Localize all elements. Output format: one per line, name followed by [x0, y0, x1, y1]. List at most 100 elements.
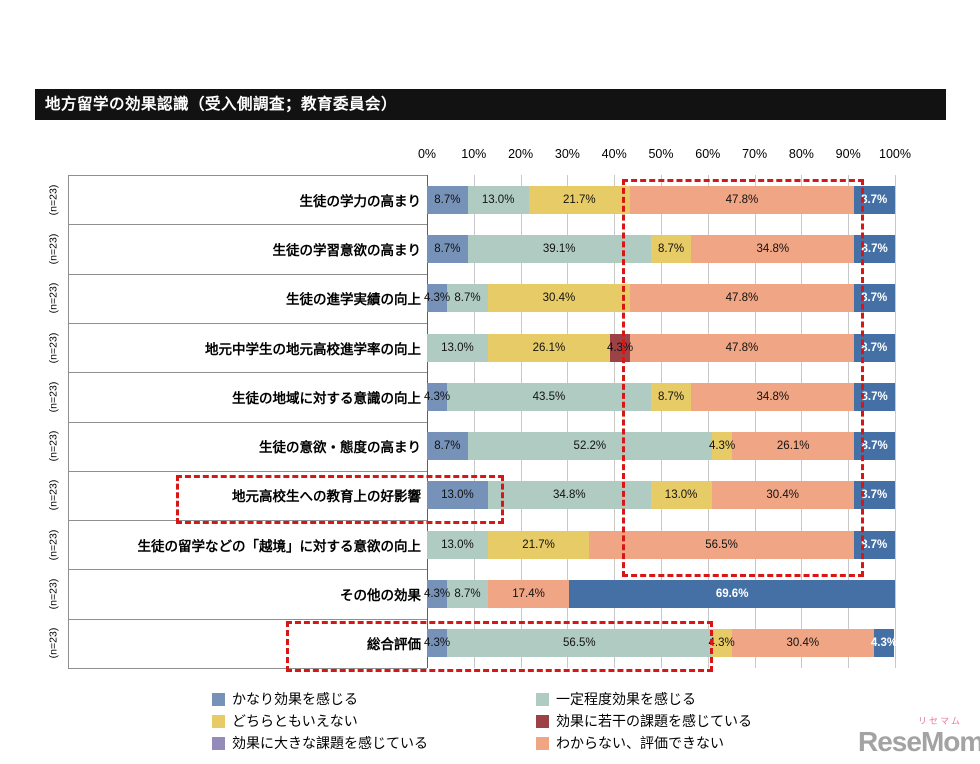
segment-value-label: 47.8%: [725, 341, 759, 354]
chart-title: 地方留学の効果認識（受入側調査；教育委員会）: [35, 89, 946, 120]
bar-row: 13.0% 26.1% 4.3% 47.8% 8.7%: [427, 333, 895, 362]
bar-segment-darkblue: [853, 284, 895, 313]
row-separator: [68, 372, 427, 374]
bar-segment-blue: [427, 629, 448, 658]
sample-size-label: (n=23): [47, 529, 59, 561]
bar-segment-salmon: [732, 432, 855, 461]
row-separator: [68, 520, 427, 522]
segment-value-label: 17.4%: [512, 588, 545, 601]
sample-size-label: (n=23): [47, 282, 59, 314]
legend-swatch-teal: [536, 692, 549, 706]
segment-value-label: 26.1%: [776, 440, 810, 453]
bar-segment-yellow: [487, 530, 590, 559]
legend-item: どちらともいえない: [212, 711, 358, 731]
row-separator: [68, 569, 427, 571]
bar-segment-teal: [427, 333, 488, 362]
legend-item: かなり効果を感じる: [212, 689, 358, 709]
bar-row: 8.7% 52.2% 4.3% 26.1% 8.7%: [427, 432, 895, 461]
bar-row: 13.0% 34.8% 13.0% 30.4% 8.7%: [427, 481, 895, 510]
bar-segment-salmon: [731, 629, 874, 658]
segment-value-label: 69.6%: [715, 588, 749, 601]
segment-value-label: 13.0%: [481, 193, 515, 206]
segment-value-label: 26.1%: [532, 341, 566, 354]
segment-value-label: 13.0%: [664, 489, 698, 502]
legend-swatch-blue: [212, 692, 225, 706]
bar-segment-blue: [427, 234, 468, 263]
segment-value-label: 43.5%: [532, 390, 566, 403]
bar-segment-blue: [427, 580, 448, 609]
bar-segment-teal: [467, 234, 651, 263]
segment-value-label: 56.5%: [563, 637, 596, 650]
bar-row: 4.3% 56.5% 4.3% 30.4% 4.3%: [424, 629, 898, 658]
legend-swatch-maroon: [536, 714, 549, 728]
row-separator: [68, 273, 427, 275]
segment-value-label: 30.4%: [542, 292, 576, 305]
axis-tick-label: 10%: [461, 147, 487, 161]
bar-segment-salmon: [487, 580, 570, 609]
segment-value-label: 8.7%: [861, 193, 888, 206]
bar-segment-darkblue: [853, 333, 895, 362]
axis-tick-label: 70%: [742, 147, 768, 161]
segment-value-label: 8.7%: [434, 440, 461, 453]
axis-tick-label: 90%: [835, 147, 861, 161]
sample-size-cell: (n=23): [42, 224, 64, 273]
bar-segment-yellow: [650, 382, 692, 411]
segment-value-label: 8.7%: [454, 292, 481, 305]
bar-row: 4.3% 8.7% 17.4% 69.6%: [424, 580, 895, 609]
bar-segment-yellow: [487, 284, 631, 313]
segment-value-label: 4.3%: [708, 637, 735, 650]
segment-value-label: 8.7%: [861, 341, 888, 354]
segment-value-label: 8.7%: [861, 292, 888, 305]
table-left-border: [68, 175, 69, 668]
category-label: 生徒の学力の高まり: [299, 193, 422, 209]
category-label: 地元中学生の地元高校進学率の向上: [205, 341, 421, 357]
sample-size-label: (n=23): [47, 480, 59, 511]
gridline: [848, 175, 850, 668]
segment-value-label: 8.7%: [657, 390, 685, 403]
bar-segment-darkblue: [853, 530, 895, 559]
category-label: 生徒の地域に対する意識の向上: [232, 390, 421, 406]
bar-segment-darkblue: [569, 580, 895, 609]
category-label: 生徒の学習意欲の高まり: [272, 242, 422, 258]
sample-size-cell: (n=23): [42, 471, 64, 520]
sample-size-label: (n=23): [47, 381, 59, 413]
axis-tick-label: 100%: [879, 147, 911, 161]
legend-item: 効果に大きな課題を感じている: [212, 733, 428, 753]
segment-value-label: 21.7%: [522, 538, 555, 551]
gridline: [567, 175, 569, 668]
legend-swatch-purple: [212, 736, 225, 750]
bar-segment-yellow: [487, 333, 610, 362]
sample-size-cell: (n=23): [42, 422, 64, 471]
bar-row: 8.7% 39.1% 8.7% 34.8% 8.7%: [427, 234, 895, 263]
legend-label: 効果に若干の課題を感じている: [556, 713, 752, 729]
bar-segment-darkblue: [873, 629, 895, 658]
segment-value-label: 8.7%: [657, 242, 685, 255]
bar-segment-yellow: [712, 432, 733, 461]
sample-size-label: (n=23): [47, 184, 59, 215]
axis-tick-label: 50%: [648, 147, 674, 161]
segment-value-label: 4.3%: [870, 637, 898, 650]
legend-swatch-yellow: [212, 714, 225, 728]
segment-value-label: 8.7%: [434, 193, 461, 206]
axis-tick-label: 0%: [417, 147, 437, 161]
bar-segment-yellow: [711, 629, 732, 658]
category-label: 総合評価: [367, 637, 421, 653]
logo-katakana-label: リセマム: [917, 716, 962, 726]
segment-value-label: 39.1%: [542, 242, 576, 255]
gridline: [754, 175, 756, 668]
gridline: [801, 175, 803, 668]
legend-label: どちらともいえない: [232, 713, 358, 729]
row-separator: [68, 322, 427, 324]
segment-value-label: 13.0%: [441, 538, 474, 551]
legend-item: 効果に若干の課題を感じている: [536, 711, 752, 731]
axis-tick-label: 60%: [695, 147, 721, 161]
gridline: [520, 175, 522, 668]
axis-tick-label: 80%: [788, 147, 814, 161]
segment-value-label: 56.5%: [705, 538, 738, 551]
row-separator: [68, 175, 427, 176]
sample-size-label: (n=23): [47, 628, 59, 659]
row-separator: [68, 421, 427, 423]
bar-segment-teal: [467, 432, 712, 461]
bar-segment-salmon: [589, 530, 854, 559]
